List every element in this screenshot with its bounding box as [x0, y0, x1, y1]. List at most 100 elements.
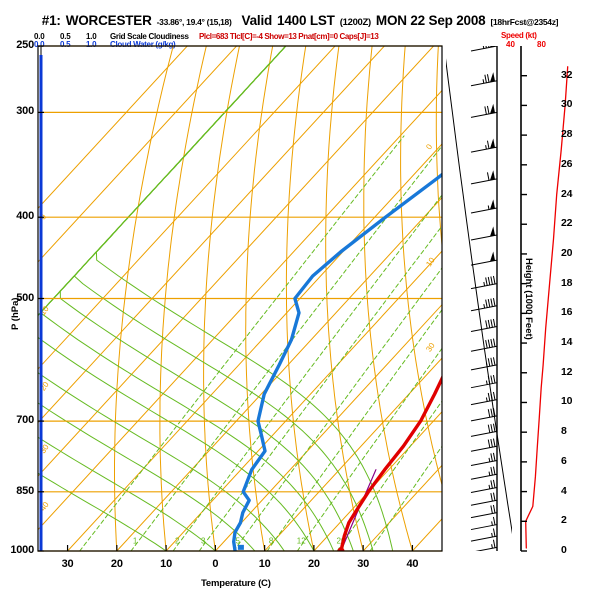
wind-barb-half	[488, 484, 491, 489]
isotherm	[313, 411, 442, 551]
isotherm	[38, 46, 238, 263]
wind-barb-full	[490, 438, 493, 448]
wind-barb-half	[491, 532, 493, 538]
isotherm-lines	[38, 46, 442, 551]
dry-adiabat-label: 10	[424, 255, 437, 268]
height-label-26: 26	[561, 157, 573, 170]
wind-barb-half	[483, 304, 486, 309]
temperature-axis-title: Temperature (C)	[201, 578, 271, 589]
mixing-ratio-line	[130, 145, 442, 551]
wind-barb-full	[490, 424, 493, 433]
surface-dewpoint-marker	[237, 544, 244, 550]
wind-barb-full	[490, 375, 493, 384]
wind-barb-full	[487, 409, 491, 418]
height-label-2: 2	[561, 514, 567, 527]
mixing-ratio-line	[369, 445, 442, 551]
wind-barb-half	[491, 521, 493, 526]
pressure-label-700: 700	[16, 414, 34, 427]
moist-adiabat	[73, 46, 374, 551]
pressure-label-250: 250	[16, 39, 34, 51]
forecast-tag: [18hrFcst@2354z]	[490, 17, 559, 27]
wind-barb-full	[492, 504, 496, 514]
isotherm	[411, 518, 442, 551]
isotherm	[214, 303, 442, 551]
wind-barb-shaft	[470, 305, 498, 312]
wind-barb-full	[486, 105, 490, 115]
dry-adiabat	[203, 46, 240, 551]
wind-barb-full	[482, 46, 485, 49]
wind-barb-full	[485, 299, 488, 308]
wind-barb-full	[487, 424, 491, 433]
wind-barb-full	[492, 539, 496, 548]
mixing-ratio-labels: 1 2 3 5 8 12 20	[133, 536, 346, 545]
wind-barb-column	[470, 46, 498, 551]
wind-barb-shaft	[470, 80, 498, 87]
isotherm	[165, 250, 442, 551]
height-label-18: 18	[561, 276, 573, 289]
wind-barb-full	[492, 275, 496, 285]
wind-barb-full	[492, 528, 496, 537]
height-label-14: 14	[561, 336, 573, 349]
header-title-line: #1: WORCESTER -33.86°, 19.4° (15,18) Valid 1…	[0, 13, 600, 28]
wind-barb-shaft	[470, 445, 498, 452]
isotherm	[264, 357, 442, 551]
height-label-8: 8	[561, 425, 567, 438]
wind-barb-half	[487, 205, 490, 210]
wind-barb-full	[490, 493, 493, 502]
wind-barb-shaft	[470, 499, 498, 506]
station-coords: -33.86°, 19.4° (15,18)	[156, 17, 232, 27]
wind-barb-full	[487, 319, 491, 329]
wind-barb-full	[484, 74, 487, 83]
moist-adiabat-lines	[38, 46, 394, 551]
mixing-ratio-lines	[79, 135, 442, 551]
wind-barb-full	[488, 46, 490, 48]
mixing-ratio-label: 2	[175, 536, 180, 545]
height-pressure-curve	[446, 58, 512, 535]
wind-barb-shaft	[470, 146, 498, 153]
temperature-label-5: 20	[307, 558, 320, 570]
wind-barb-full	[492, 452, 496, 461]
wind-barb-shaft	[470, 430, 498, 437]
moist-adiabat	[38, 46, 287, 551]
height-axis-title: Height (1000 Feet)	[523, 258, 534, 340]
valid-time-utc: (1200Z)	[339, 17, 371, 28]
height-axis	[520, 46, 527, 552]
dewpoint-trace	[232, 172, 442, 551]
wind-barb-full	[492, 357, 496, 366]
dry-adiabat	[435, 46, 442, 251]
wind-barb-half	[485, 397, 488, 402]
cloudwater-tick-0: 0.0	[34, 40, 45, 49]
wind-barb-full	[490, 408, 493, 417]
pressure-axis-title: P (hPa)	[10, 297, 21, 330]
wind-barb-flag	[490, 72, 495, 83]
wind-barb-flag	[490, 199, 495, 210]
valid-time-lst: 1400 LST	[277, 13, 335, 28]
wind-barb-full	[492, 466, 496, 475]
height-label-20: 20	[561, 246, 573, 259]
isotherm	[38, 89, 442, 531]
wind-barb-half	[491, 544, 493, 549]
wind-barb-full	[490, 357, 493, 366]
wind-barb-full	[486, 172, 490, 181]
pressure-label-500: 500	[16, 291, 34, 304]
height-label-22: 22	[561, 217, 573, 230]
valid-word: Valid	[241, 13, 273, 28]
wind-barb-flag	[490, 103, 495, 114]
wind-barb-shaft	[470, 459, 498, 466]
wind-barb-full	[487, 276, 491, 286]
speed-tick-80: 80	[537, 40, 546, 49]
wind-barb-full	[485, 340, 488, 349]
dry-adiabat	[505, 0, 600, 551]
wind-barb-full	[492, 516, 496, 526]
dry-adiabat	[400, 46, 442, 487]
wind-barb-full	[492, 318, 496, 328]
wind-barb-full	[490, 467, 493, 476]
wind-barb-shaft	[470, 382, 498, 389]
wind-speed-path	[525, 66, 569, 549]
wind-barb-flag	[490, 226, 495, 237]
sounding-stats: Plcl=683 Tlcl[C]=-4 Show=13 Pnat[cm]=0 C…	[199, 32, 379, 41]
wind-barb-shaft	[470, 178, 498, 185]
height-label-16: 16	[561, 306, 573, 319]
